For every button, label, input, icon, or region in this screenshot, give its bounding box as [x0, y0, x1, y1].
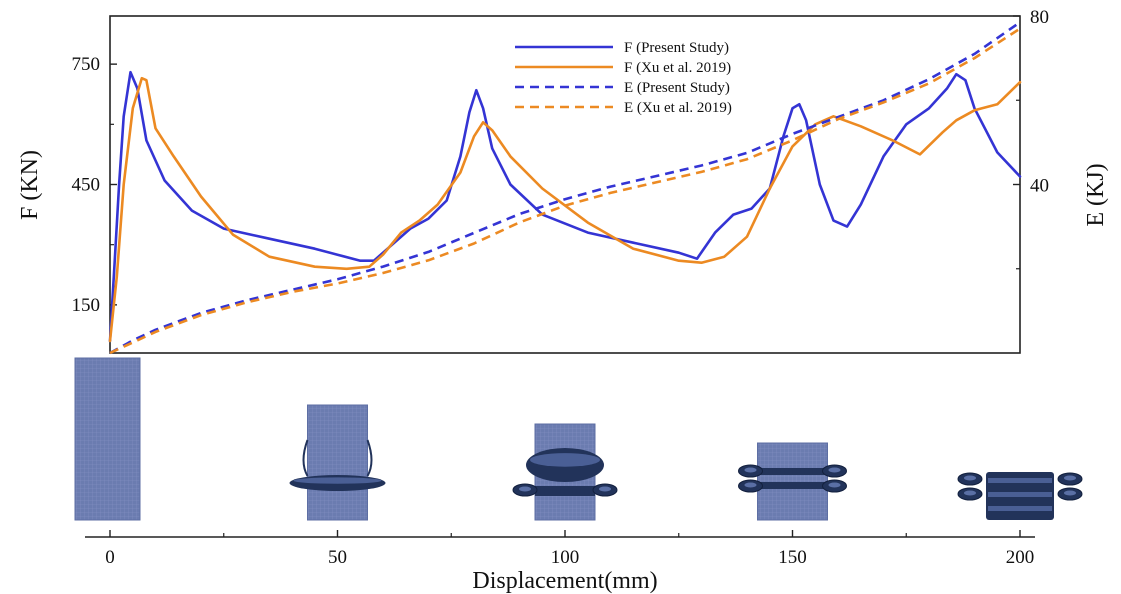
specimen-tube [757, 442, 828, 521]
specimen-tube [74, 357, 141, 521]
fold-layer [988, 506, 1052, 511]
fold-ear-highlight [964, 475, 976, 481]
x-tick-label: 0 [105, 547, 115, 568]
bulge-outline [302, 439, 373, 477]
y-left-tick-label: 450 [72, 175, 101, 196]
specimen-strip [74, 357, 1083, 521]
x-axis-title: Displacement(mm) [472, 568, 657, 594]
fold-highlight [293, 477, 382, 484]
series-line-2 [109, 21, 1021, 355]
fold-ear-highlight [599, 486, 611, 492]
y-right-tick-label: 80 [1030, 7, 1049, 28]
x-tick-label: 150 [778, 547, 807, 568]
fold-ear-highlight [964, 490, 976, 496]
series-line-3 [109, 27, 1021, 355]
series-line-1 [108, 76, 1022, 343]
fold-layer [988, 478, 1052, 483]
specimen-multi-fold [957, 472, 1083, 520]
specimen-double-fold [738, 442, 847, 521]
x-axis: 0 50 100 150 200 [85, 530, 1035, 568]
fold-ear-highlight [1064, 475, 1076, 481]
x-tick-label: 50 [328, 547, 347, 568]
legend-label: F (Present Study) [624, 40, 729, 56]
fold-ear-highlight [744, 467, 757, 473]
fold-ear-highlight [828, 482, 841, 488]
fold-band [535, 486, 595, 496]
specimen-single-fold [289, 404, 386, 521]
fold-ear-highlight [744, 482, 757, 488]
specimen-tube [307, 404, 368, 521]
legend-label: E (Xu et al. 2019) [624, 100, 732, 116]
axis-ticks: 150 450 750 40 80 [72, 7, 1050, 316]
legend-label: E (Present Study) [624, 80, 730, 96]
fold-ear-highlight [828, 467, 841, 473]
fold-ear-highlight [519, 486, 531, 492]
y-left-tick-label: 750 [72, 54, 101, 75]
x-tick-label: 100 [551, 547, 580, 568]
y-left-tick-label: 150 [72, 295, 101, 316]
legend-label: F (Xu et al. 2019) [624, 60, 731, 76]
legend: F (Present Study) F (Xu et al. 2019) E (Pr… [515, 40, 732, 116]
specimen-bulge-fold [512, 423, 618, 521]
fold-band [757, 468, 828, 475]
y-axis-right-title: E (KJ) [1083, 163, 1109, 226]
fold-ear-highlight [1064, 490, 1076, 496]
specimen-undeformed [74, 357, 141, 521]
fold-layer [988, 492, 1052, 497]
fold-highlight [530, 453, 600, 467]
x-tick-label: 200 [1006, 547, 1035, 568]
fold-band [757, 482, 828, 489]
y-right-tick-label: 40 [1030, 176, 1049, 197]
y-axis-left-title: F (KN) [17, 150, 43, 220]
series-lines [108, 21, 1022, 355]
